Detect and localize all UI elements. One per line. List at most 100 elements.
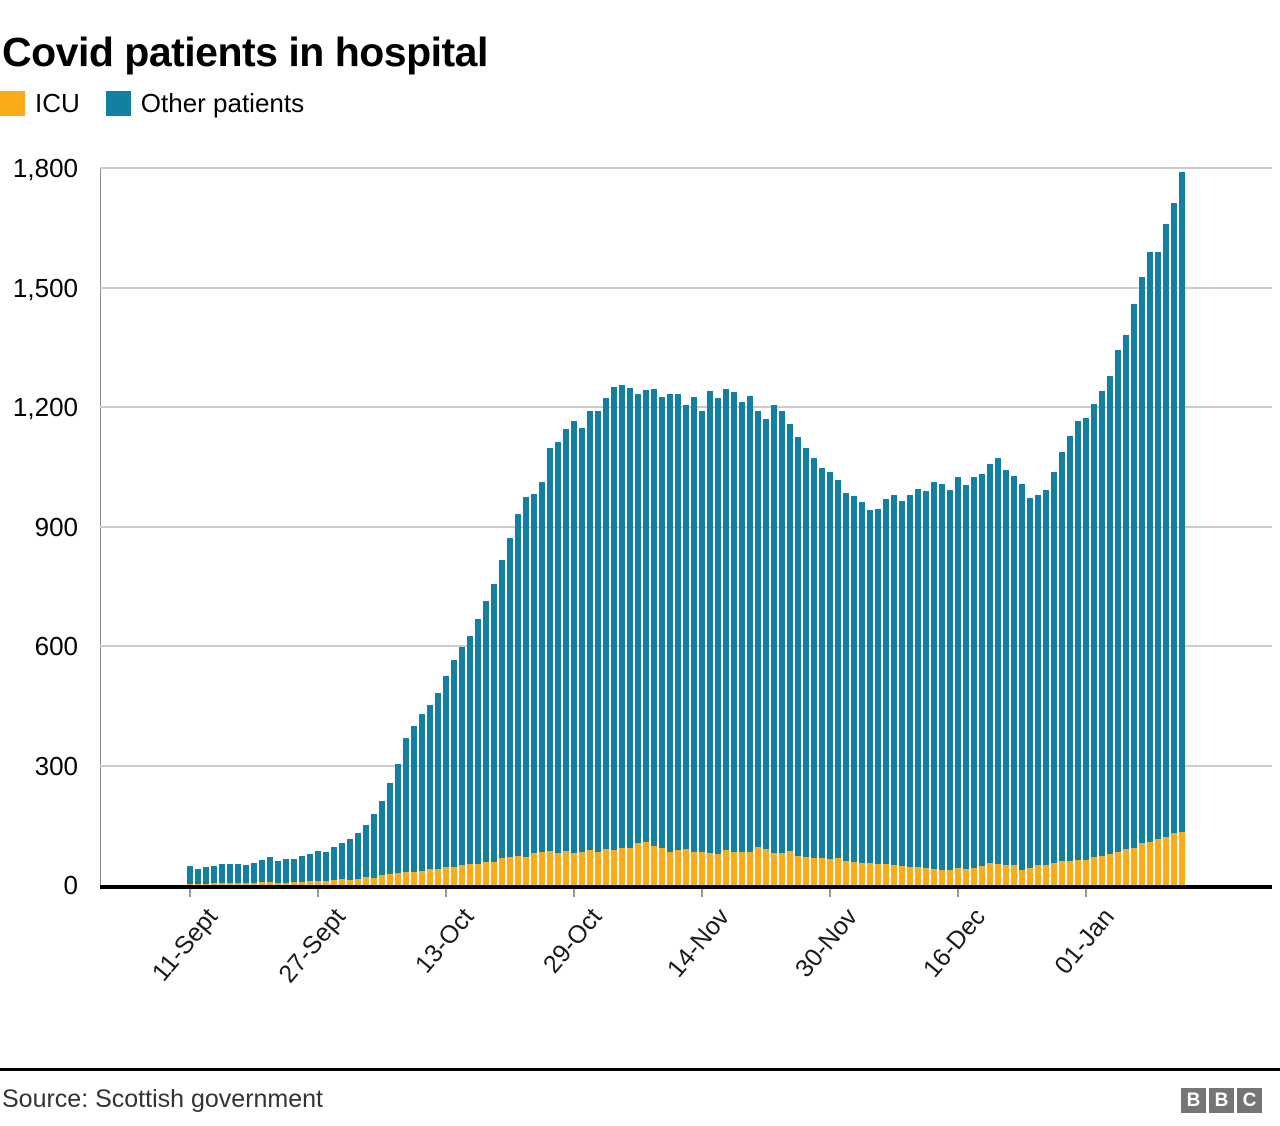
bar-segment-other-patients xyxy=(371,814,377,879)
bar-segment-icu xyxy=(803,856,809,885)
bar xyxy=(923,490,929,885)
bar xyxy=(427,704,433,885)
bar-segment-icu xyxy=(1075,859,1081,885)
bar xyxy=(1003,469,1009,885)
bar-segment-other-patients xyxy=(939,483,945,870)
x-tick-label-29-Oct: 29-Oct xyxy=(537,903,608,979)
bar-segment-other-patients xyxy=(819,468,825,858)
bar-segment-icu xyxy=(547,850,553,885)
y-tick-label-900: 900 xyxy=(34,511,78,542)
bar-segment-icu xyxy=(947,869,953,885)
bar-segment-other-patients xyxy=(963,485,969,870)
bar xyxy=(1171,203,1177,885)
bar xyxy=(211,865,217,885)
bar xyxy=(1019,483,1025,885)
bar-segment-other-patients xyxy=(379,801,385,876)
bar xyxy=(915,489,921,885)
bar xyxy=(355,833,361,885)
bar xyxy=(443,676,449,885)
bar-segment-icu xyxy=(843,860,849,885)
legend-label-other-patients: Other patients xyxy=(140,88,305,118)
bar-segment-icu xyxy=(1147,841,1153,885)
bar-segment-icu xyxy=(259,882,265,885)
bar-segment-icu xyxy=(643,841,649,885)
bar xyxy=(579,428,585,885)
bar-segment-other-patients xyxy=(195,869,201,884)
bar-segment-other-patients xyxy=(491,584,497,863)
bar-segment-other-patients xyxy=(979,473,985,866)
bar-segment-icu xyxy=(1051,863,1057,885)
bar-segment-other-patients xyxy=(1059,452,1065,862)
bar-segment-other-patients xyxy=(931,482,937,870)
bar-segment-other-patients xyxy=(291,858,297,882)
bar-segment-other-patients xyxy=(955,477,961,869)
bar-segment-other-patients xyxy=(659,397,665,849)
bar-segment-icu xyxy=(323,880,329,885)
bar-segment-other-patients xyxy=(243,864,249,884)
bar xyxy=(715,398,721,885)
bar xyxy=(451,659,457,885)
bar xyxy=(419,713,425,885)
bar xyxy=(267,857,273,885)
bar-segment-icu xyxy=(651,845,657,885)
bar-segment-other-patients xyxy=(691,397,697,852)
bar-segment-other-patients xyxy=(1155,252,1161,840)
bar xyxy=(283,859,289,885)
bar xyxy=(363,825,369,885)
bar-segment-icu xyxy=(291,881,297,885)
bar xyxy=(243,864,249,885)
bar-segment-icu xyxy=(227,883,233,885)
bar-segment-other-patients xyxy=(643,389,649,842)
bar-segment-other-patients xyxy=(707,391,713,853)
bar-segment-icu xyxy=(299,881,305,885)
bar-segment-icu xyxy=(675,849,681,885)
bar-segment-icu xyxy=(379,875,385,885)
bar-segment-other-patients xyxy=(1051,472,1057,864)
bar-segment-icu xyxy=(987,863,993,885)
bar-segment-other-patients xyxy=(299,856,305,882)
bar-segment-other-patients xyxy=(563,428,569,851)
bar-segment-other-patients xyxy=(987,463,993,864)
bar-segment-other-patients xyxy=(1107,375,1113,854)
bar-segment-icu xyxy=(507,857,513,885)
bar-segment-other-patients xyxy=(523,497,529,858)
x-tick-label-30-Nov: 30-Nov xyxy=(790,903,864,983)
bar-segment-icu xyxy=(283,882,289,885)
bar-segment-icu xyxy=(979,865,985,885)
bar-segment-other-patients xyxy=(363,825,369,878)
bar xyxy=(947,489,953,885)
bar-segment-other-patients xyxy=(323,851,329,881)
bar xyxy=(203,867,209,885)
bar-segment-other-patients xyxy=(187,865,193,884)
bar xyxy=(507,538,513,885)
bar-segment-icu xyxy=(827,859,833,885)
bar xyxy=(571,420,577,885)
x-tick-label-14-Nov: 14-Nov xyxy=(662,903,736,983)
x-tick xyxy=(189,889,191,897)
bar-segment-icu xyxy=(1107,853,1113,885)
gridline-1500 xyxy=(100,286,1272,289)
bar xyxy=(843,493,849,885)
bar-segment-other-patients xyxy=(1027,498,1033,869)
bar xyxy=(483,601,489,885)
bar xyxy=(547,448,553,885)
bar-segment-other-patients xyxy=(419,713,425,871)
bar-segment-other-patients xyxy=(339,843,345,880)
bar-segment-other-patients xyxy=(1171,203,1177,834)
bar xyxy=(499,559,505,885)
bar-segment-other-patients xyxy=(331,847,337,880)
bar-segment-icu xyxy=(243,883,249,885)
bar-segment-icu xyxy=(443,866,449,885)
bar xyxy=(595,411,601,885)
bar-segment-icu xyxy=(707,852,713,885)
bar-segment-other-patients xyxy=(835,479,841,859)
bar-segment-icu xyxy=(531,852,537,885)
bar-segment-other-patients xyxy=(995,458,1001,864)
bar xyxy=(291,858,297,885)
bar-segment-icu xyxy=(387,874,393,885)
bar-segment-other-patients xyxy=(827,471,833,860)
bar-segment-icu xyxy=(811,857,817,885)
bar-segment-icu xyxy=(1131,848,1137,885)
bar-segment-other-patients xyxy=(1131,304,1137,849)
bar xyxy=(1035,495,1041,885)
